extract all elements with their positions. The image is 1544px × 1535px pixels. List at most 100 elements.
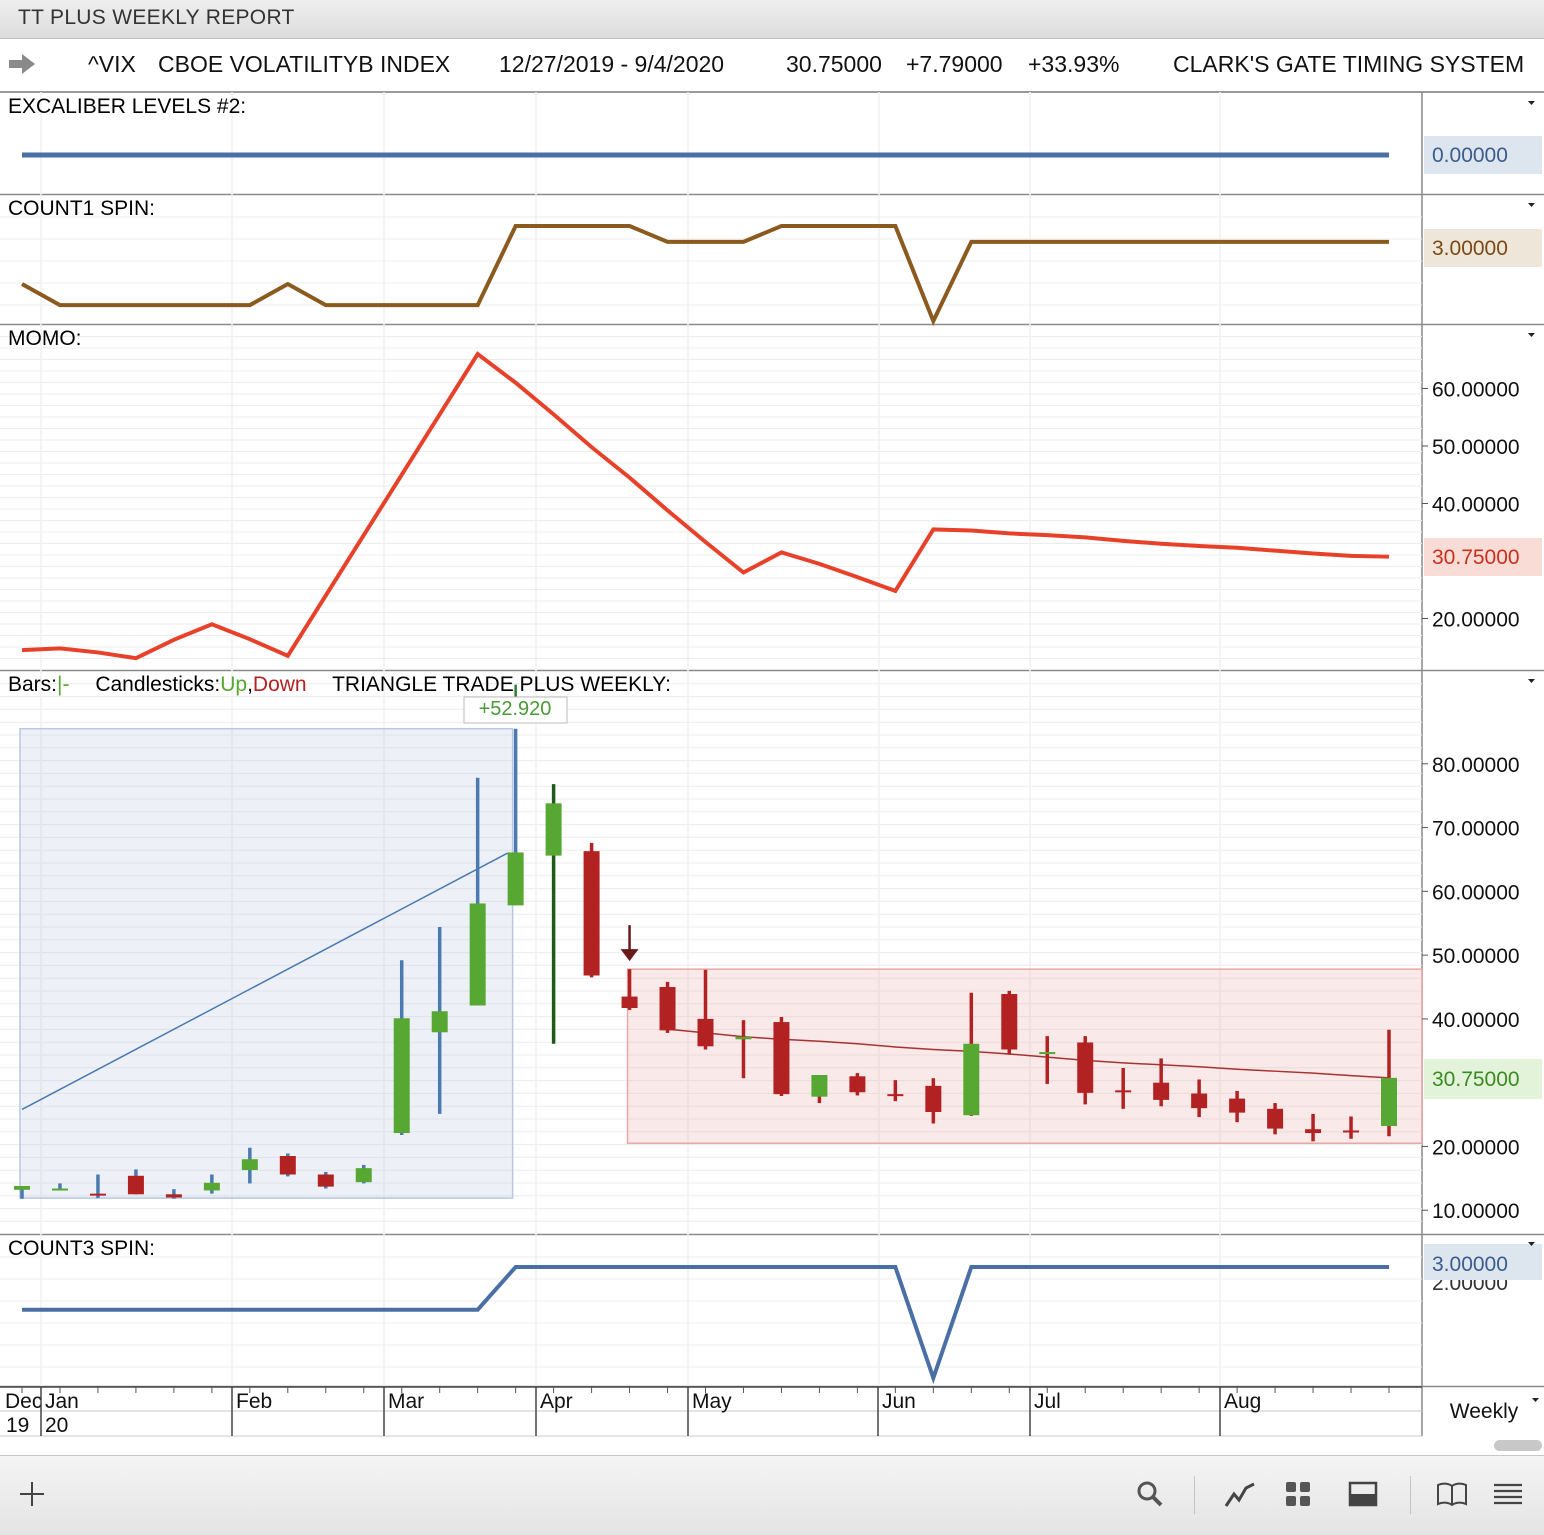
momo-value-tag: 30.75000 xyxy=(1424,538,1542,576)
momo-menu-icon[interactable] xyxy=(1528,333,1535,337)
triangle-box xyxy=(626,968,1423,1145)
momo-value: 30.75000 xyxy=(1432,546,1520,569)
bars-glyph: |- xyxy=(57,673,69,696)
bottom-toolbar xyxy=(0,1455,1544,1535)
signal-arrow-head xyxy=(620,949,639,962)
candle-body xyxy=(1077,1042,1094,1093)
price-tick-label: 50.00000 xyxy=(1432,945,1520,968)
price-tick-label: 60.00000 xyxy=(1432,881,1520,904)
system-name: CLARK'S GATE TIMING SYSTEM xyxy=(1173,51,1525,77)
symbol-info-bar: ^VIX CBOE VOLATILITYB INDEX 12/27/2019 -… xyxy=(0,39,1544,93)
price-tick-label: 80.00000 xyxy=(1432,754,1520,777)
right-arrow-icon[interactable] xyxy=(8,52,36,82)
panel-icon[interactable] xyxy=(1341,1474,1385,1514)
candle-body xyxy=(925,1085,942,1113)
book-icon[interactable] xyxy=(1430,1474,1474,1514)
momo-label: MOMO: xyxy=(8,327,82,350)
candle-body xyxy=(14,1185,30,1190)
axes: 60.00000 50.00000 40.00000 20.00000 80.00000… xyxy=(0,379,1520,1437)
line-chart-icon[interactable] xyxy=(1218,1474,1262,1514)
candle-body xyxy=(849,1076,866,1093)
price-change: +7.79000 xyxy=(906,51,1003,77)
panel-menus xyxy=(1528,101,1539,1402)
month-label: Jul xyxy=(1034,1390,1061,1413)
month-label: Aug xyxy=(1224,1390,1261,1413)
search-icon[interactable] xyxy=(1128,1474,1172,1514)
candle-body xyxy=(241,1159,258,1171)
up-label: Up xyxy=(220,673,247,696)
chart-canvas[interactable]: 60.00000 50.00000 40.00000 20.00000 80.00000… xyxy=(0,0,1544,1455)
title-bar: TT PLUS WEEKLY REPORT xyxy=(0,0,1544,39)
horizontal-scrollbar[interactable] xyxy=(1494,1440,1542,1451)
count3-label: COUNT3 SPIN: xyxy=(8,1237,155,1260)
candle-body xyxy=(697,1018,714,1047)
year-label: 19 xyxy=(6,1414,29,1437)
excaliber-menu-icon[interactable] xyxy=(1528,101,1535,105)
excaliber-label: EXCALIBER LEVELS #2: xyxy=(8,95,246,118)
candle-body xyxy=(279,1156,296,1175)
count1-label: COUNT1 SPIN: xyxy=(8,197,155,220)
count3-series-line xyxy=(22,1265,1389,1385)
candlesticks xyxy=(14,728,1397,1199)
interval-selector[interactable]: Weekly xyxy=(1449,1400,1519,1423)
candle-body xyxy=(887,1094,904,1097)
candle-body xyxy=(773,1022,790,1095)
symbol-ticker: ^VIX xyxy=(88,51,136,77)
tt-label: TRIANGLE TRADE PLUS WEEKLY: xyxy=(332,673,671,696)
candle-body xyxy=(811,1075,828,1097)
signal-arrows xyxy=(506,684,639,962)
interval-menu-icon[interactable] xyxy=(1532,1398,1539,1402)
price-menu-icon[interactable] xyxy=(1528,679,1535,683)
candle-body xyxy=(963,1043,980,1116)
grid-icon[interactable] xyxy=(1276,1474,1320,1514)
last-price: 30.75000 xyxy=(786,51,882,77)
candle-body xyxy=(1229,1098,1246,1113)
grid-lines xyxy=(0,92,1544,1436)
excaliber-value-tag: 0.00000 xyxy=(1424,136,1542,174)
candle-body xyxy=(1001,994,1018,1050)
excaliber-value: 0.00000 xyxy=(1432,144,1508,167)
price-tick-label: 20.00000 xyxy=(1432,1136,1520,1159)
price-change-pct: +33.93% xyxy=(1028,51,1120,77)
down-label: Down xyxy=(253,673,307,696)
month-label: Apr xyxy=(540,1390,573,1413)
momo-tick-label: 50.00000 xyxy=(1432,436,1520,459)
month-label: Jan xyxy=(45,1390,79,1413)
candle-body xyxy=(165,1194,182,1198)
momo-tick-label: 60.00000 xyxy=(1432,379,1520,402)
candle-body xyxy=(431,1011,448,1033)
count3-menu-icon[interactable] xyxy=(1528,1242,1535,1246)
candle-body xyxy=(317,1174,334,1187)
triangle-boxes xyxy=(19,727,1423,1199)
candle-body xyxy=(1039,1052,1056,1055)
candle-body xyxy=(1381,1077,1397,1127)
candle-body xyxy=(545,803,562,856)
count1-series-line xyxy=(21,224,1389,326)
candles-label: Candlesticks: xyxy=(95,673,220,696)
count1-menu-icon[interactable] xyxy=(1528,203,1535,207)
plus-icon[interactable] xyxy=(10,1474,54,1514)
price-tick-label: 70.00000 xyxy=(1432,818,1520,841)
price-legend: Bars:|- Candlesticks:Up,Down TRIANGLE TR… xyxy=(8,673,671,696)
indicator-lines xyxy=(21,152,1390,1385)
date-range: 12/27/2019 - 9/4/2020 xyxy=(499,51,725,77)
count3-value: 3.00000 xyxy=(1432,1253,1508,1276)
candle-body xyxy=(1305,1129,1322,1134)
candle-body xyxy=(659,987,676,1031)
candle-body xyxy=(621,996,638,1009)
candle-body xyxy=(507,852,524,906)
candle-body xyxy=(1153,1082,1170,1100)
price-value: 30.75000 xyxy=(1432,1068,1520,1091)
gain-annotation: +52.920 xyxy=(463,696,568,724)
momo-series-line xyxy=(21,351,1390,661)
year-label: 20 xyxy=(45,1414,68,1437)
candle-body xyxy=(1343,1130,1360,1133)
candle-body xyxy=(469,903,486,1006)
menu-icon[interactable] xyxy=(1486,1474,1530,1514)
candle-body xyxy=(355,1168,372,1183)
bars-label: Bars: xyxy=(8,673,57,696)
price-value-tag: 30.75000 xyxy=(1424,1059,1542,1099)
price-tick-label: 40.00000 xyxy=(1432,1009,1520,1032)
candle-body xyxy=(203,1182,220,1191)
month-label: Jun xyxy=(882,1390,916,1413)
